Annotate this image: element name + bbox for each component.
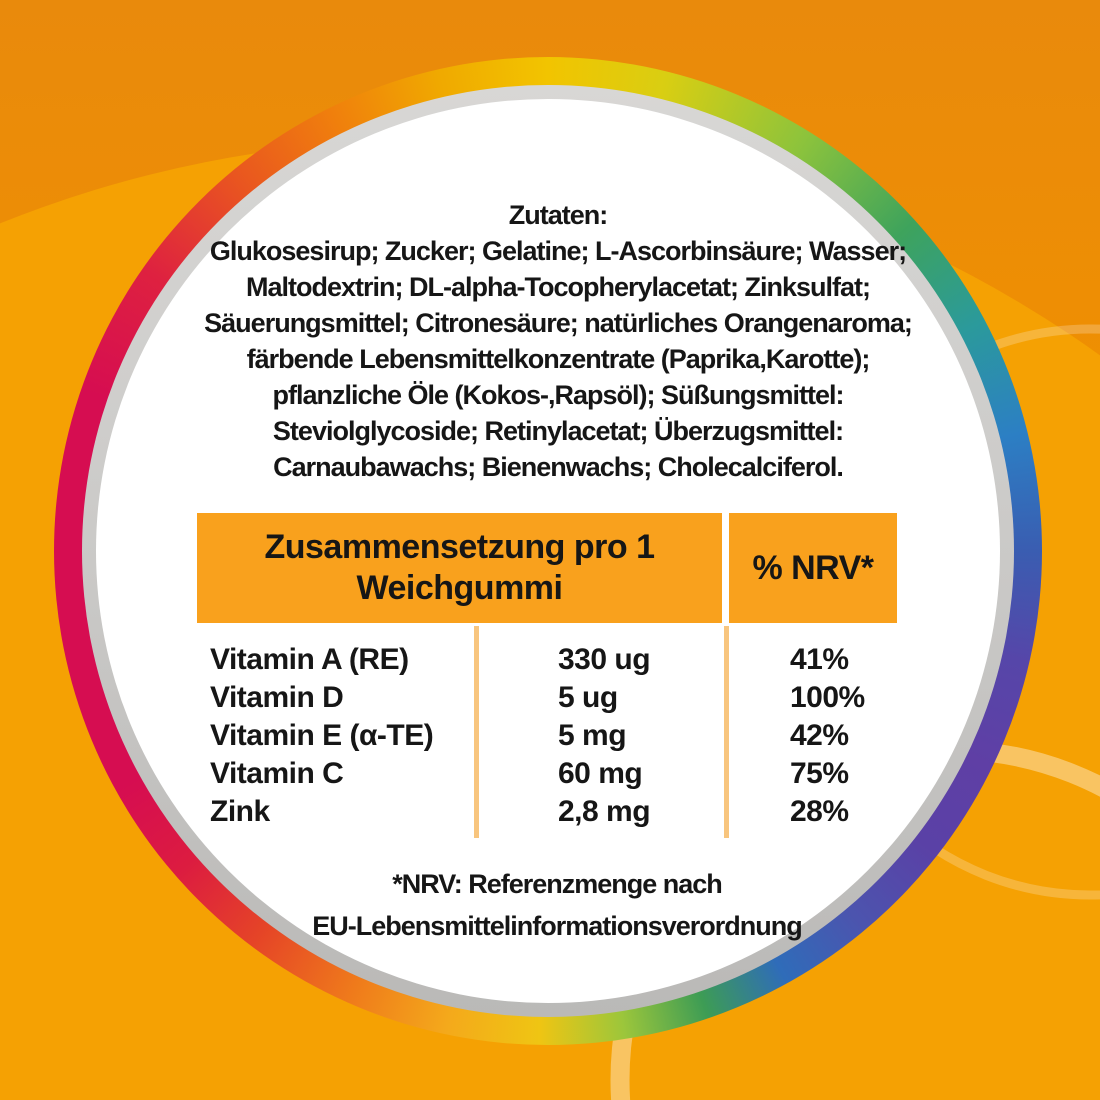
table-column-divider <box>724 626 729 838</box>
footnote-line: *NRV: Referenzmenge nach <box>392 869 723 899</box>
ingredient-line: Maltodextrin; DL-alpha-Tocopherylacetat;… <box>245 272 871 302</box>
ingredient-line: Steviolglycoside; Retinylacetat; Überzug… <box>272 416 844 446</box>
nutrient-nrv: 28% <box>790 795 849 828</box>
nutrient-name: Vitamin D <box>210 681 344 714</box>
table-header-composition: Zusammensetzung pro 1 Weichgummi <box>197 513 722 623</box>
ingredients-title: Zutaten: <box>508 200 608 230</box>
table-column-divider <box>474 626 479 838</box>
ingredient-line: Säuerungsmittel; Citronesäure; natürlich… <box>204 308 913 338</box>
nutrient-nrv: 75% <box>790 757 849 790</box>
nutrient-amount: 5 mg <box>558 719 627 752</box>
ingredient-line: Carnaubawachs; Bienenwachs; Cholecalcife… <box>273 452 844 482</box>
nutrient-amount: 5 ug <box>558 681 618 714</box>
nutrient-name: Vitamin C <box>210 757 344 790</box>
footnote-line: EU-Lebensmittelinformationsverordnung <box>312 911 803 941</box>
nutrient-name: Vitamin A (RE) <box>210 643 409 676</box>
nutrient-amount: 60 mg <box>558 757 643 790</box>
table-row: Vitamin C 60 mg 75% <box>197 755 900 793</box>
nutrient-name: Zink <box>210 795 270 828</box>
table-row: Vitamin D 5 ug 100% <box>197 679 900 717</box>
table-row: Vitamin E (α-TE) 5 mg 42% <box>197 717 900 755</box>
table-row: Vitamin A (RE) 330 ug 41% <box>197 641 900 679</box>
nutrient-nrv: 100% <box>790 681 865 714</box>
nrv-footnote: *NRV: Referenzmenge nach EU-Lebensmittel… <box>150 863 964 947</box>
table-header-nrv: % NRV* <box>729 513 897 623</box>
ingredient-line: färbende Lebensmittelkonzentrate (Paprik… <box>246 344 871 374</box>
nutrient-nrv: 42% <box>790 719 849 752</box>
ingredient-line: pflanzliche Öle (Kokos-,Rapsöl); Süßungs… <box>272 380 844 410</box>
nutrient-amount: 2,8 mg <box>558 795 651 828</box>
ingredients-block: Zutaten: Glukosesirup; Zucker; Gelatine;… <box>102 197 1014 485</box>
nutrient-nrv: 41% <box>790 643 849 676</box>
nutrient-amount: 330 ug <box>558 643 651 676</box>
ingredient-line: Glukosesirup; Zucker; Gelatine; L-Ascorb… <box>209 236 907 266</box>
nutrition-table-body: Vitamin A (RE) 330 ug 41% Vitamin D 5 ug… <box>197 641 900 831</box>
table-row: Zink 2,8 mg 28% <box>197 793 900 831</box>
nutrient-name: Vitamin E (α-TE) <box>210 719 434 752</box>
